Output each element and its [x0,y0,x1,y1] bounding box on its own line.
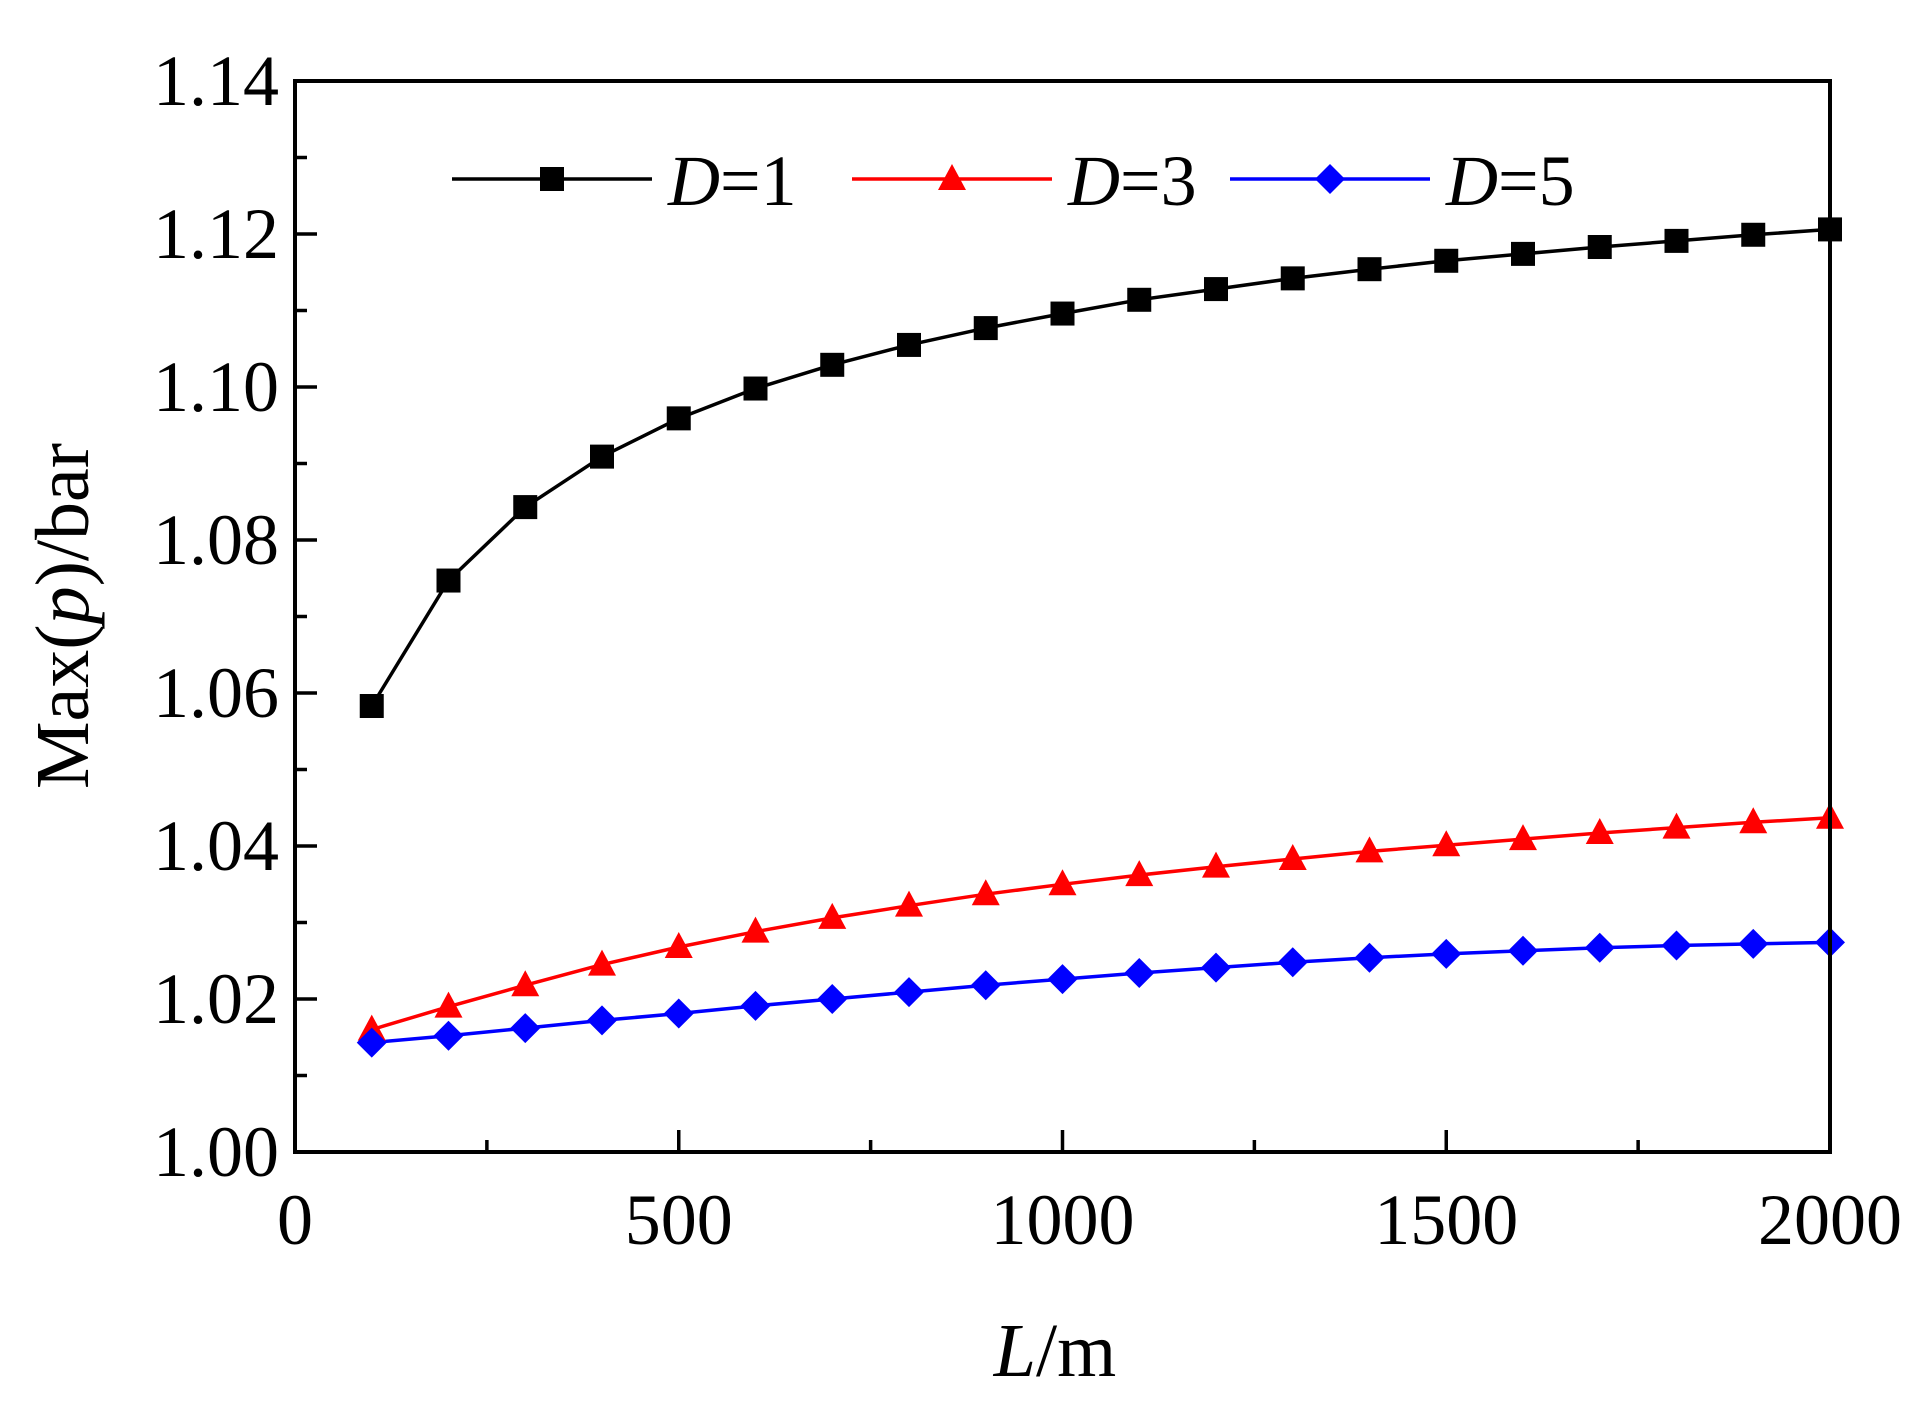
data-point-diamond [1277,947,1308,978]
plot-frame [293,79,1832,1154]
y-tick-label: 1.12 [153,194,279,274]
legend-item-d5: D=5 [1230,141,1575,221]
data-point-diamond [740,990,771,1021]
data-point-diamond [1124,957,1155,988]
y-tick-label: 1.14 [153,41,279,121]
data-point-diamond [587,1005,617,1036]
legend-item-d1: D=1 [452,141,797,221]
data-point-square [513,495,538,520]
data-point-diamond [510,1013,541,1044]
data-point-triangle [664,931,693,958]
data-point-diamond [1661,930,1692,961]
series-line-d5 [371,940,1831,1045]
data-point-triangle [1202,851,1230,878]
y-tick-label: 1.00 [153,1112,279,1192]
x-tick-label: 0 [277,1180,313,1260]
legend-marker-d3 [938,164,966,190]
x-tick-label: 500 [625,1180,733,1260]
series-line-d1 [370,227,1831,707]
data-point-triangle [741,916,770,943]
x-tick-label: 2000 [1758,1180,1902,1260]
data-point-triangle [1355,836,1384,863]
data-point-diamond [1354,942,1385,973]
data-point-square [436,568,461,593]
data-point-diamond [1047,964,1078,995]
data-point-diamond [894,977,924,1008]
data-point-triangle [1662,812,1691,839]
data-point-triangle [818,902,847,929]
data-point-diamond [1584,932,1615,963]
data-point-diamond [356,1027,387,1058]
x-tick-label: 1500 [1374,1180,1518,1260]
data-point-triangle [1432,830,1461,857]
data-point-triangle [588,949,616,976]
y-tick-label: 1.02 [153,959,279,1039]
data-point-square [1280,266,1305,291]
data-point-diamond [433,1020,464,1051]
data-point-triangle [1509,824,1537,851]
data-point-diamond [1201,952,1231,983]
y-tick-label: 1.06 [153,653,279,733]
data-point-diamond [817,984,848,1014]
y-tick-label: 1.10 [153,347,279,427]
series-lines [370,227,1831,1045]
data-point-diamond [663,998,694,1029]
data-point-triangle [1739,807,1768,834]
data-point-triangle [357,1014,386,1041]
data-point-square [820,352,845,377]
data-point-square [1511,241,1535,266]
data-point-square [1127,287,1152,312]
legend-label-d1: D=1 [667,141,797,221]
series-markers [356,217,1845,1058]
data-point-square [973,316,998,341]
data-point-diamond [970,970,1001,1001]
data-point-triangle [1125,860,1154,887]
data-point-square [1664,228,1689,253]
tick-labels: 0 500 1000 1500 2000 1.00 1.02 1.04 1.06 1.08 1.10… [153,41,1902,1260]
legend-item-d3: D=3 [852,141,1197,221]
data-point-triangle [1048,869,1077,896]
legend-marker-d1 [540,167,564,191]
data-point-triangle [511,970,540,997]
data-point-diamond [1508,935,1538,966]
data-point-square [897,332,921,357]
data-point-triangle [895,890,923,917]
data-point-square [1050,301,1075,326]
data-point-triangle [1585,817,1614,844]
data-point-square [743,376,768,401]
data-point-square [666,406,691,431]
data-point-triangle [971,879,1000,906]
data-point-square [359,694,384,719]
legend-label-d3: D=3 [1067,141,1197,221]
series-line-d3 [371,815,1831,1032]
data-point-triangle [434,991,463,1018]
data-point-square [1434,248,1459,273]
legend: D=1 D=3 D=5 [452,141,1575,221]
x-tick-label: 1000 [991,1180,1135,1260]
legend-label-d5: D=5 [1445,141,1575,221]
data-point-square [1587,235,1612,260]
data-point-diamond [1431,938,1462,969]
y-tick-label: 1.04 [153,806,279,886]
data-point-square [1204,277,1228,302]
y-tick-label: 1.08 [153,500,279,580]
data-point-diamond [1738,928,1769,959]
data-point-square [1741,222,1766,247]
data-point-triangle [1278,844,1307,871]
y-axis-title: Max(p)/bar [21,443,105,789]
data-point-square [1357,257,1382,282]
legend-marker-d5 [1315,164,1345,194]
data-point-square [590,444,614,469]
x-axis-title: L/m [993,1309,1117,1393]
